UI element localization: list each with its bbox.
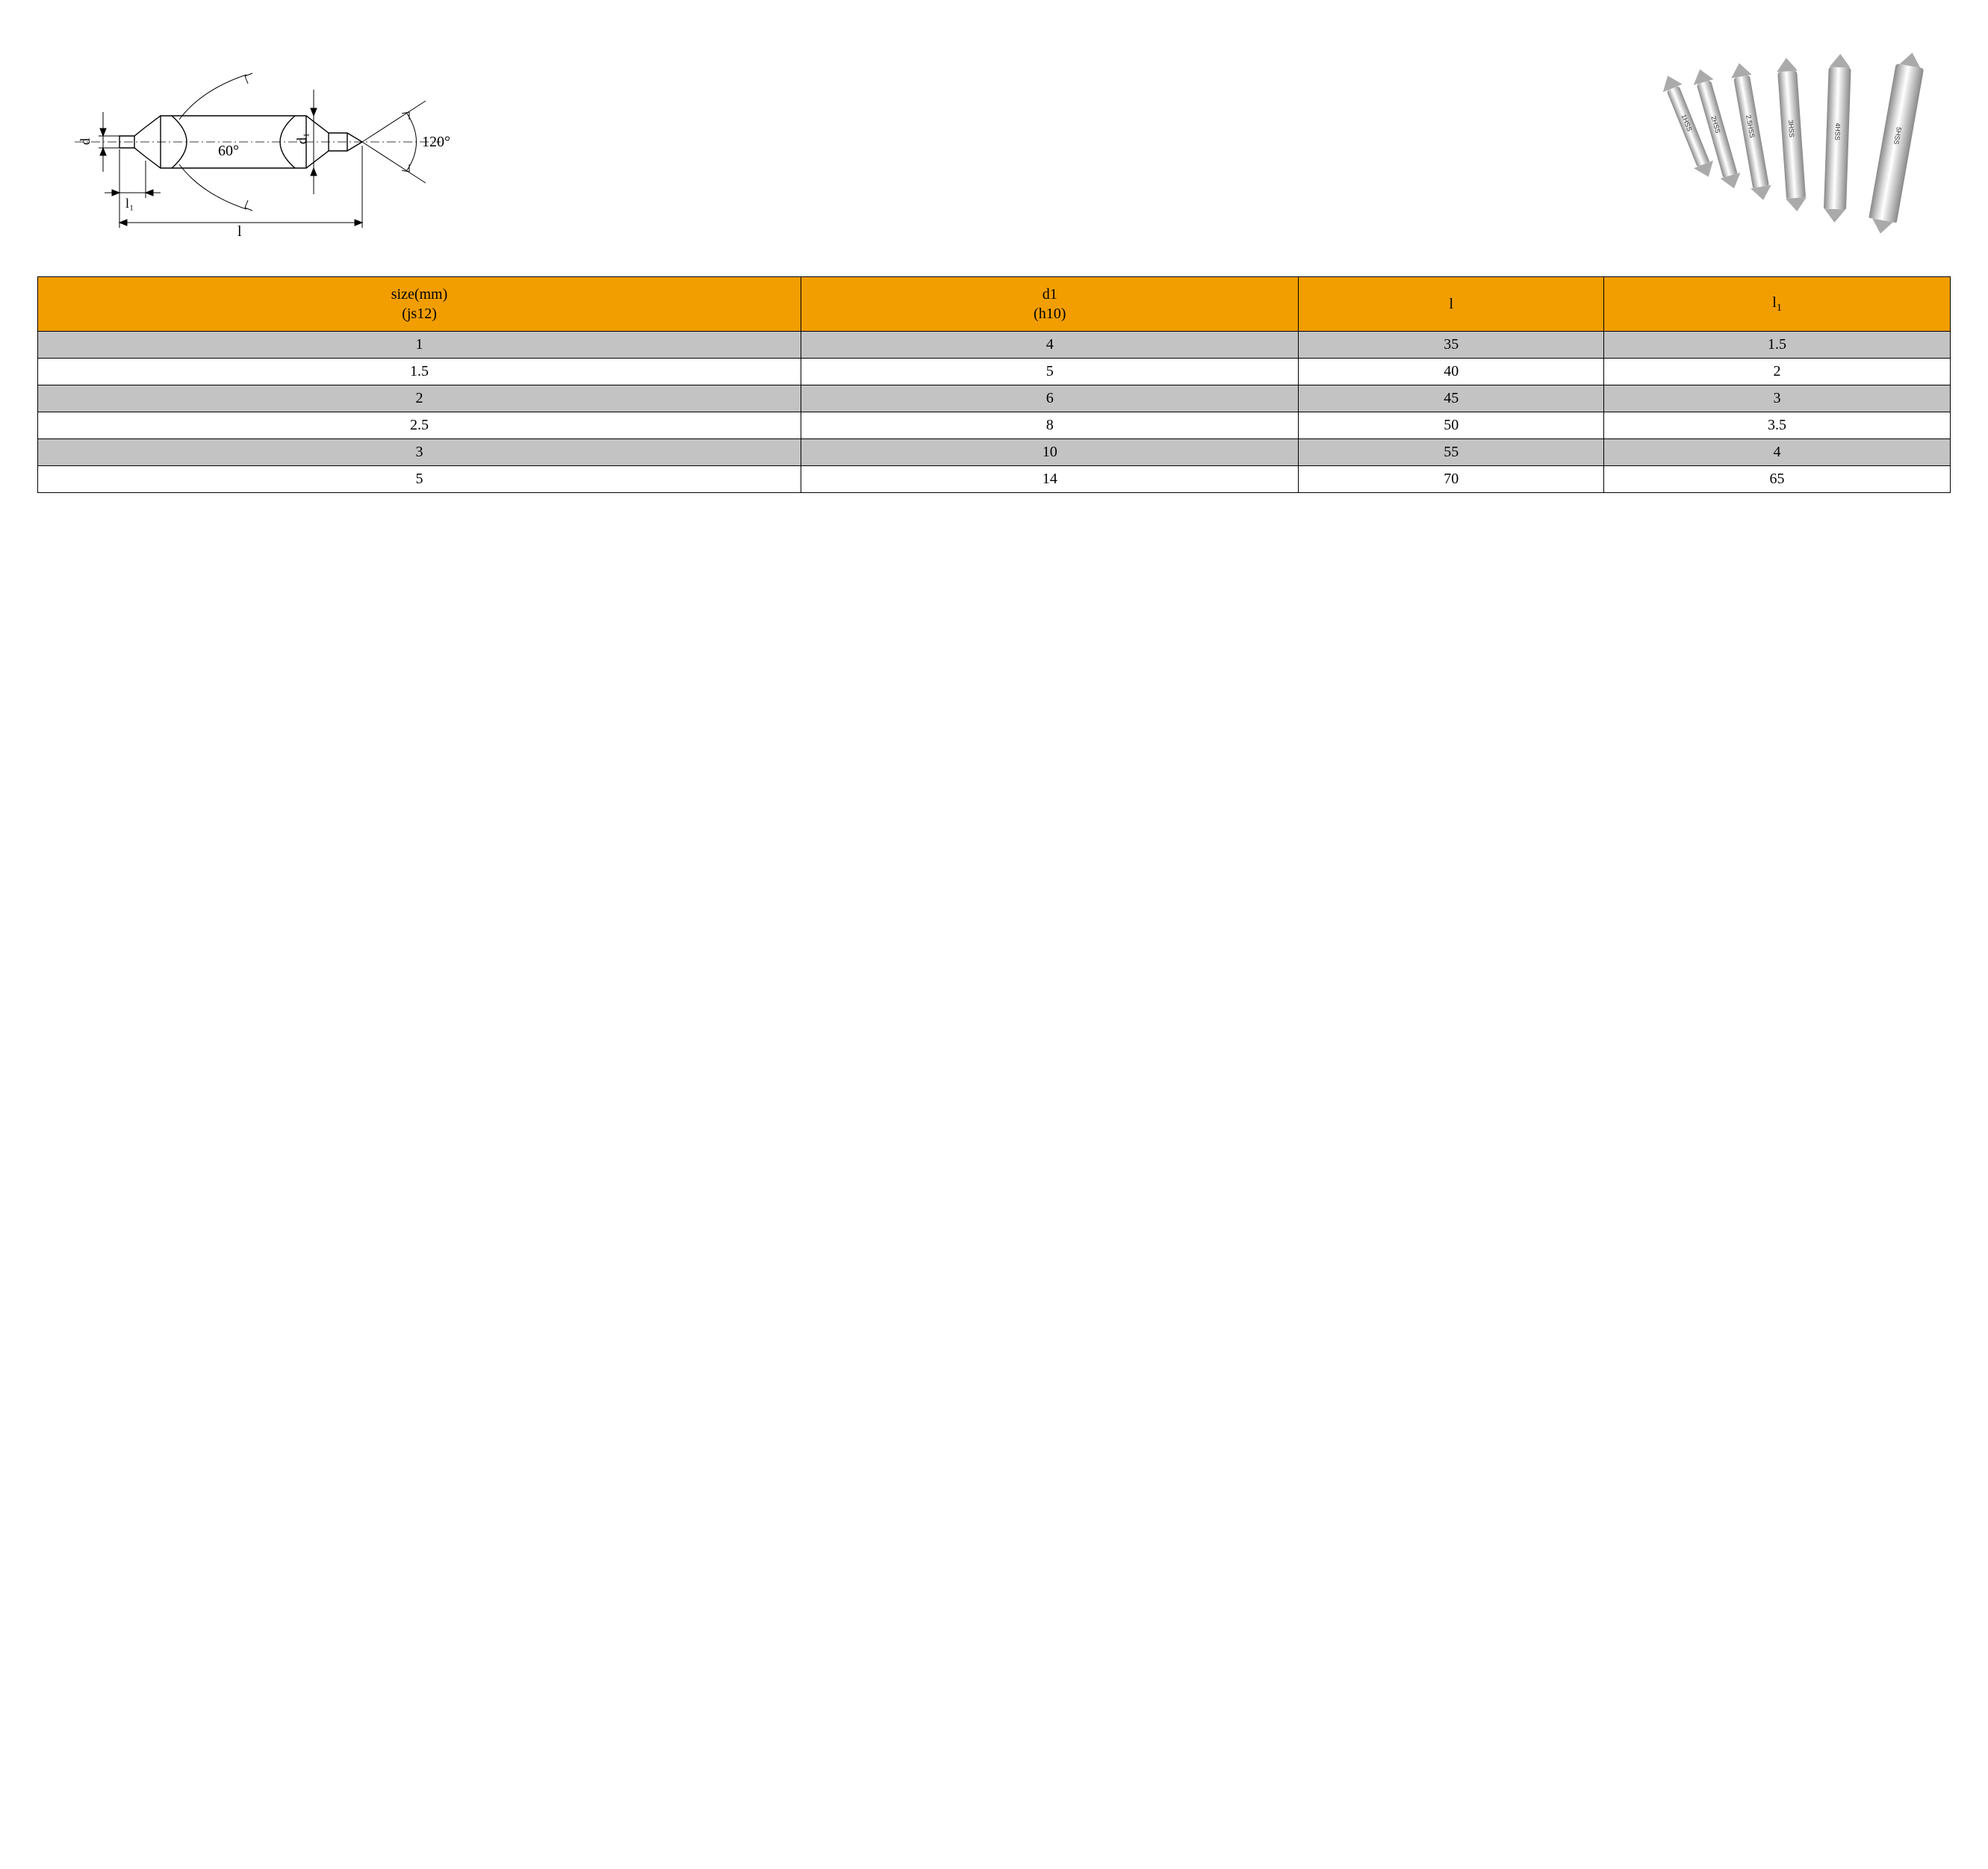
- dim-d1-label: d₁: [294, 133, 309, 144]
- table-cell: 8: [801, 412, 1299, 439]
- table-cell: 55: [1299, 439, 1604, 466]
- table-cell: 35: [1299, 332, 1604, 359]
- table-cell: 3.5: [1604, 412, 1951, 439]
- table-cell: 2: [38, 385, 801, 412]
- table-row: 2.58503.5: [38, 412, 1951, 439]
- table-cell: 45: [1299, 385, 1604, 412]
- table-cell: 3: [1604, 385, 1951, 412]
- angle-60-label: 60°: [218, 143, 239, 159]
- table-row: 14351.5: [38, 332, 1951, 359]
- table-cell: 10: [801, 439, 1299, 466]
- table-row: 5147065: [38, 466, 1951, 493]
- drill-bit: 3HSS: [1777, 71, 1806, 199]
- table-cell: 6: [801, 385, 1299, 412]
- table-cell: 70: [1299, 466, 1604, 493]
- technical-diagram: 60° 120° d: [52, 45, 1682, 239]
- table-row: 310554: [38, 439, 1951, 466]
- drill-bit-label: 2HSS: [1709, 115, 1721, 134]
- top-section: 60° 120° d: [37, 37, 1951, 247]
- table-row: 26453: [38, 385, 1951, 412]
- table-cell: 4: [1604, 439, 1951, 466]
- table-cell: 4: [801, 332, 1299, 359]
- table-cell: 14: [801, 466, 1299, 493]
- table-cell: 40: [1299, 359, 1604, 385]
- dim-l1-label: l₁: [125, 196, 134, 211]
- dim-l-label: l: [237, 223, 242, 239]
- table-cell: 50: [1299, 412, 1604, 439]
- drill-bit-label: 2.5HSS: [1745, 114, 1756, 138]
- product-photo: 1HSS 2HSS 2.5HSS 3HSS 4HSS 5HSS: [1682, 37, 1936, 247]
- table-cell: 5: [38, 466, 801, 493]
- table-cell: 5: [801, 359, 1299, 385]
- table-cell: 3: [38, 439, 801, 466]
- drill-bit-label: 5HSS: [1892, 126, 1903, 145]
- drill-bit-label: 1HSS: [1680, 113, 1693, 132]
- dim-d-label: d: [78, 138, 93, 145]
- table-cell: 1.5: [38, 359, 801, 385]
- spec-table: size(mm)(js12)d1(h10)ll1 14351.51.554022…: [37, 276, 1951, 493]
- table-cell: 1.5: [1604, 332, 1951, 359]
- table-cell: 1: [38, 332, 801, 359]
- table-cell: 2.5: [38, 412, 801, 439]
- drill-bit: 2.5HSS: [1733, 75, 1769, 188]
- drill-bit-label: 4HSS: [1833, 123, 1842, 140]
- table-header-cell: d1(h10): [801, 277, 1299, 332]
- table-header-cell: l: [1299, 277, 1604, 332]
- diagram-svg: 60° 120° d: [52, 45, 463, 239]
- table-header-cell: l1: [1604, 277, 1951, 332]
- table-header-row: size(mm)(js12)d1(h10)ll1: [38, 277, 1951, 332]
- table-row: 1.55402: [38, 359, 1951, 385]
- table-header-cell: size(mm)(js12): [38, 277, 801, 332]
- angle-120-label: 120°: [422, 134, 450, 150]
- drill-bit: 5HSS: [1869, 63, 1924, 223]
- table-cell: 65: [1604, 466, 1951, 493]
- table-cell: 2: [1604, 359, 1951, 385]
- drill-bit: 4HSS: [1824, 67, 1851, 210]
- drill-bit-label: 3HSS: [1787, 120, 1796, 137]
